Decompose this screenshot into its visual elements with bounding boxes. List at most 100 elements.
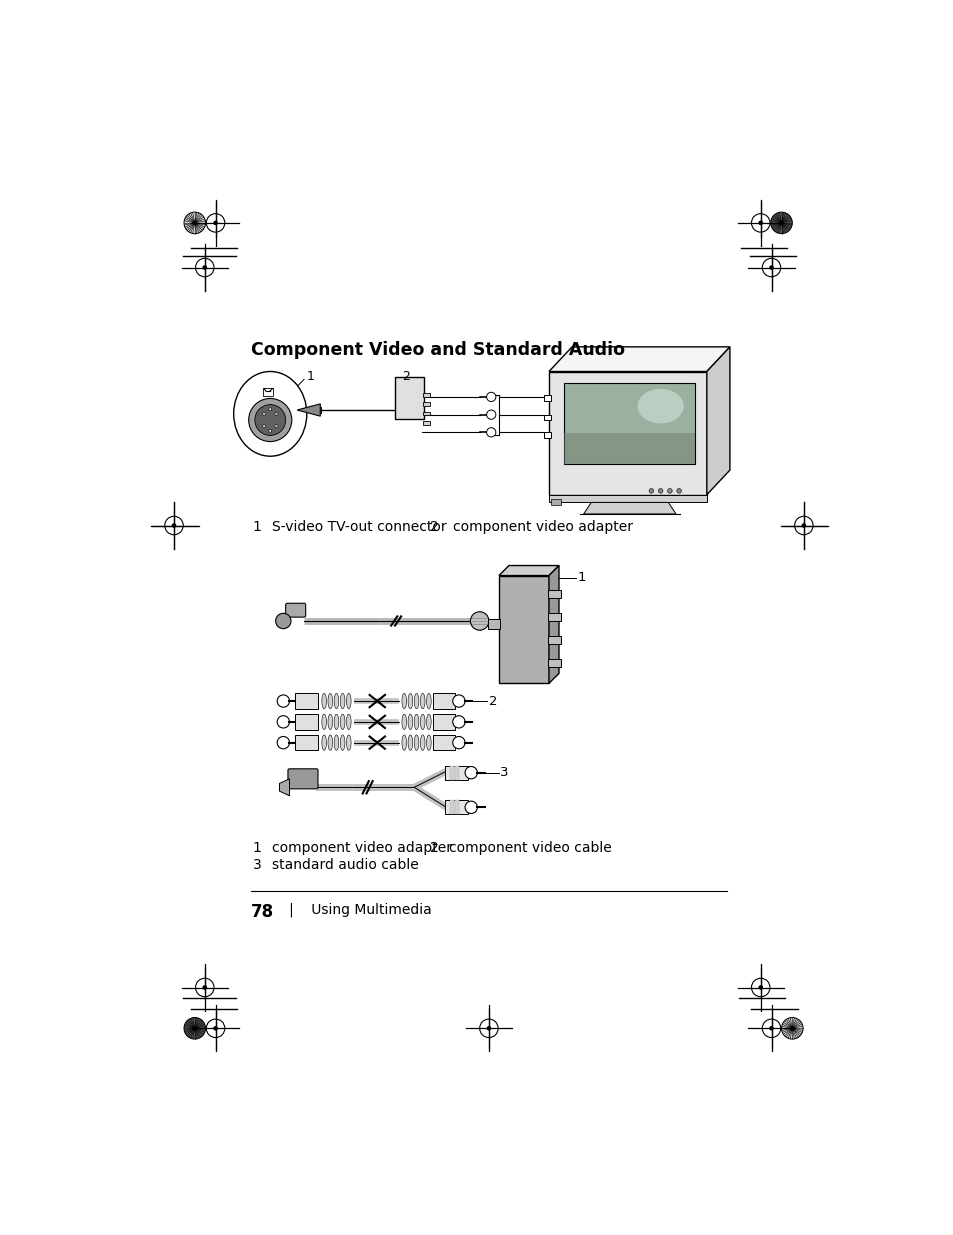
FancyBboxPatch shape [543, 432, 550, 437]
Ellipse shape [346, 693, 351, 709]
FancyBboxPatch shape [551, 499, 560, 505]
Circle shape [486, 393, 496, 401]
Polygon shape [548, 566, 558, 683]
Circle shape [758, 986, 762, 989]
Circle shape [779, 221, 783, 225]
Circle shape [453, 736, 464, 748]
FancyBboxPatch shape [315, 406, 321, 412]
FancyBboxPatch shape [294, 693, 317, 709]
Circle shape [206, 1019, 225, 1037]
Polygon shape [498, 566, 558, 576]
Ellipse shape [426, 714, 431, 730]
Circle shape [165, 516, 183, 535]
Circle shape [195, 978, 213, 997]
Ellipse shape [340, 735, 345, 751]
Circle shape [486, 427, 496, 437]
Circle shape [184, 1018, 205, 1039]
Ellipse shape [321, 735, 326, 751]
Circle shape [770, 212, 792, 233]
Text: component video adapter: component video adapter [453, 520, 632, 534]
Text: standard audio cable: standard audio cable [272, 858, 418, 872]
Text: component video cable: component video cable [449, 841, 611, 855]
Circle shape [206, 214, 225, 232]
Polygon shape [548, 372, 706, 495]
Ellipse shape [401, 693, 406, 709]
Circle shape [470, 611, 488, 630]
FancyBboxPatch shape [433, 714, 455, 730]
Ellipse shape [426, 735, 431, 751]
FancyBboxPatch shape [433, 693, 455, 709]
Ellipse shape [346, 735, 351, 751]
FancyBboxPatch shape [449, 766, 453, 779]
Text: S-video TV-out connector: S-video TV-out connector [272, 520, 446, 534]
FancyBboxPatch shape [422, 393, 430, 396]
Circle shape [184, 212, 205, 233]
FancyBboxPatch shape [294, 735, 317, 751]
Text: component video adapter: component video adapter [272, 841, 452, 855]
Circle shape [648, 489, 653, 493]
FancyBboxPatch shape [449, 800, 453, 814]
Ellipse shape [401, 735, 406, 751]
Text: 78: 78 [251, 903, 274, 921]
Circle shape [794, 516, 812, 535]
Text: Component Video and Standard Audio: Component Video and Standard Audio [251, 341, 624, 358]
Circle shape [213, 1026, 217, 1031]
Circle shape [213, 221, 217, 225]
Circle shape [202, 986, 207, 989]
FancyBboxPatch shape [444, 766, 468, 779]
Text: 1: 1 [577, 572, 585, 584]
FancyBboxPatch shape [433, 735, 455, 751]
Circle shape [195, 258, 213, 277]
FancyBboxPatch shape [488, 619, 500, 630]
FancyBboxPatch shape [548, 636, 560, 645]
Circle shape [172, 524, 176, 527]
Ellipse shape [420, 735, 425, 751]
Ellipse shape [401, 714, 406, 730]
Polygon shape [564, 383, 695, 464]
Text: 1: 1 [253, 520, 261, 534]
FancyBboxPatch shape [548, 659, 560, 667]
Circle shape [768, 266, 773, 270]
Circle shape [479, 1019, 497, 1037]
Ellipse shape [426, 693, 431, 709]
FancyBboxPatch shape [543, 415, 550, 420]
Circle shape [676, 489, 680, 493]
Text: 3: 3 [253, 858, 261, 872]
Polygon shape [564, 433, 695, 464]
Circle shape [789, 1026, 794, 1031]
Circle shape [758, 221, 762, 225]
Ellipse shape [334, 735, 338, 751]
Circle shape [658, 489, 662, 493]
Ellipse shape [408, 735, 413, 751]
Circle shape [768, 1026, 773, 1031]
Ellipse shape [328, 714, 333, 730]
Text: |    Using Multimedia: | Using Multimedia [275, 903, 431, 918]
FancyBboxPatch shape [422, 421, 430, 425]
Polygon shape [583, 503, 676, 514]
FancyBboxPatch shape [455, 766, 458, 779]
Text: 1: 1 [306, 369, 314, 383]
Ellipse shape [346, 714, 351, 730]
Ellipse shape [408, 714, 413, 730]
Circle shape [464, 802, 476, 814]
FancyBboxPatch shape [455, 800, 458, 814]
Circle shape [277, 695, 289, 708]
Text: 2: 2 [429, 520, 438, 534]
Circle shape [801, 524, 805, 527]
FancyBboxPatch shape [395, 377, 424, 419]
FancyBboxPatch shape [294, 714, 317, 730]
Polygon shape [297, 404, 320, 416]
Circle shape [193, 1026, 197, 1031]
Polygon shape [279, 779, 289, 795]
Circle shape [761, 1019, 780, 1037]
Circle shape [254, 405, 285, 436]
Circle shape [193, 221, 197, 225]
Circle shape [202, 266, 207, 270]
Polygon shape [498, 576, 548, 683]
FancyBboxPatch shape [422, 411, 430, 415]
Ellipse shape [414, 714, 418, 730]
Circle shape [277, 716, 289, 727]
Text: 3: 3 [500, 766, 509, 779]
Ellipse shape [334, 714, 338, 730]
Text: 2: 2 [429, 841, 438, 855]
